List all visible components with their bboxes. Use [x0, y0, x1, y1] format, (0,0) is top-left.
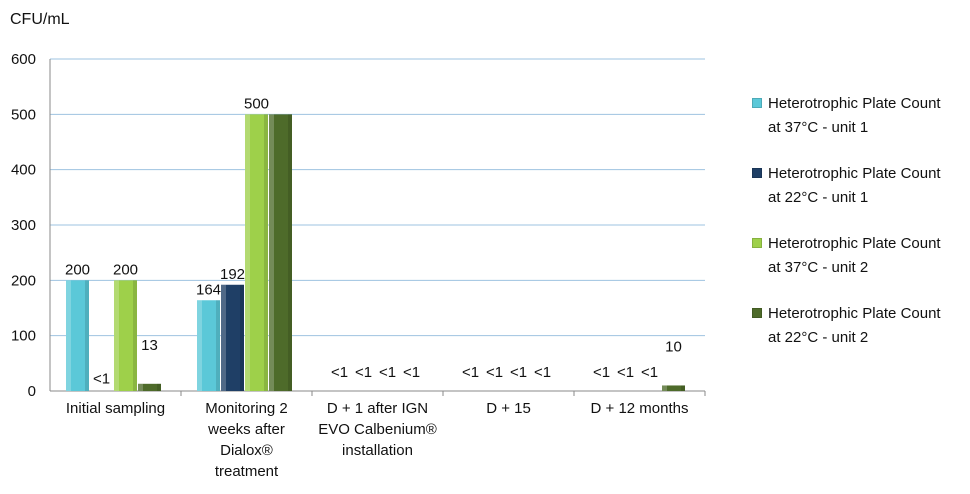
bar-shade [157, 383, 161, 391]
bar-4 [662, 385, 685, 391]
bar-4 [269, 114, 292, 391]
data-label: 200 [65, 261, 90, 278]
legend-swatch [752, 168, 762, 178]
bar-highlight [66, 280, 71, 391]
data-label: <1 [617, 364, 634, 381]
data-label: <1 [355, 364, 372, 381]
bar-highlight [114, 280, 119, 391]
bar-shade [288, 114, 292, 391]
y-axis-title: CFU/mL [10, 11, 70, 28]
bar-shade [264, 114, 268, 391]
y-tick-label: 100 [11, 328, 36, 345]
bar-highlight [269, 114, 274, 391]
y-tick-label: 500 [11, 106, 36, 123]
data-label: 200 [113, 261, 138, 278]
legend-item: Heterotrophic Plate Count at 22°C - unit … [752, 162, 967, 210]
data-label: <1 [641, 364, 658, 381]
x-tick-label: D + 12 months [591, 400, 689, 417]
legend-swatch [752, 98, 762, 108]
x-tick-label: Monitoring 2 weeks after Dialox® treatment [205, 400, 288, 480]
bar-highlight [662, 385, 667, 391]
data-label: 13 [141, 337, 158, 354]
data-label: <1 [534, 364, 551, 381]
data-label: 10 [665, 338, 682, 355]
bar-shade [216, 300, 220, 391]
y-tick-label: 600 [11, 51, 36, 68]
y-tick-label: 300 [11, 217, 36, 234]
legend-label: Heterotrophic Plate Count at 37°C - unit … [768, 235, 941, 276]
legend-label: Heterotrophic Plate Count at 37°C - unit … [768, 95, 941, 136]
bar-highlight [197, 300, 202, 391]
bar-shade [240, 284, 244, 391]
x-tick-label: Initial sampling [66, 400, 165, 417]
y-tick-label: 200 [11, 272, 36, 289]
data-label: 192 [220, 266, 245, 283]
data-label: 500 [244, 95, 269, 112]
data-label: <1 [331, 364, 348, 381]
legend-label: Heterotrophic Plate Count at 22°C - unit … [768, 305, 941, 346]
y-tick-label: 400 [11, 162, 36, 179]
bar-highlight [245, 114, 250, 391]
y-tick-label: 0 [28, 383, 36, 400]
chart-legend: Heterotrophic Plate Count at 37°C - unit … [752, 92, 967, 372]
bar-1 [197, 300, 220, 391]
data-label: <1 [593, 364, 610, 381]
data-label: <1 [379, 364, 396, 381]
data-label: 164 [196, 281, 221, 298]
bar-highlight [138, 383, 143, 391]
legend-item: Heterotrophic Plate Count at 37°C - unit … [752, 92, 967, 140]
bar-shade [85, 280, 89, 391]
bar-3 [114, 280, 137, 391]
bar-highlight [221, 284, 226, 391]
legend-swatch [752, 238, 762, 248]
x-tick-label: D + 15 [486, 400, 531, 417]
legend-swatch [752, 308, 762, 318]
legend-item: Heterotrophic Plate Count at 22°C - unit … [752, 302, 967, 350]
data-label: <1 [510, 364, 527, 381]
bar-4 [138, 383, 161, 391]
legend-label: Heterotrophic Plate Count at 22°C - unit … [768, 165, 941, 206]
legend-item: Heterotrophic Plate Count at 37°C - unit … [752, 232, 967, 280]
data-label: <1 [462, 364, 479, 381]
bar-shade [133, 280, 137, 391]
bar-1 [66, 280, 89, 391]
data-label: <1 [403, 364, 420, 381]
data-label: <1 [93, 370, 110, 387]
bar-2 [221, 284, 244, 391]
x-tick-label: D + 1 after IGN EVO Calbenium® installatio… [318, 400, 437, 459]
data-label: <1 [486, 364, 503, 381]
bar-3 [245, 114, 268, 391]
bar-shade [681, 385, 685, 391]
